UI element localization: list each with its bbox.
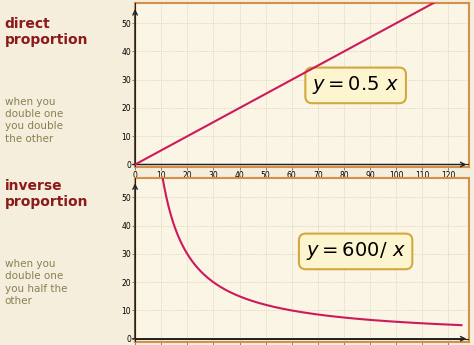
Text: direct
proportion: direct proportion (5, 17, 88, 47)
Text: inverse
proportion: inverse proportion (5, 179, 88, 209)
Text: when you
double one
you double
the other: when you double one you double the other (5, 97, 63, 144)
Text: $y = 600/\ x$: $y = 600/\ x$ (306, 240, 406, 263)
Text: when you
double one
you half the
other: when you double one you half the other (5, 259, 67, 306)
Text: $y = 0.5\ x$: $y = 0.5\ x$ (312, 75, 399, 96)
